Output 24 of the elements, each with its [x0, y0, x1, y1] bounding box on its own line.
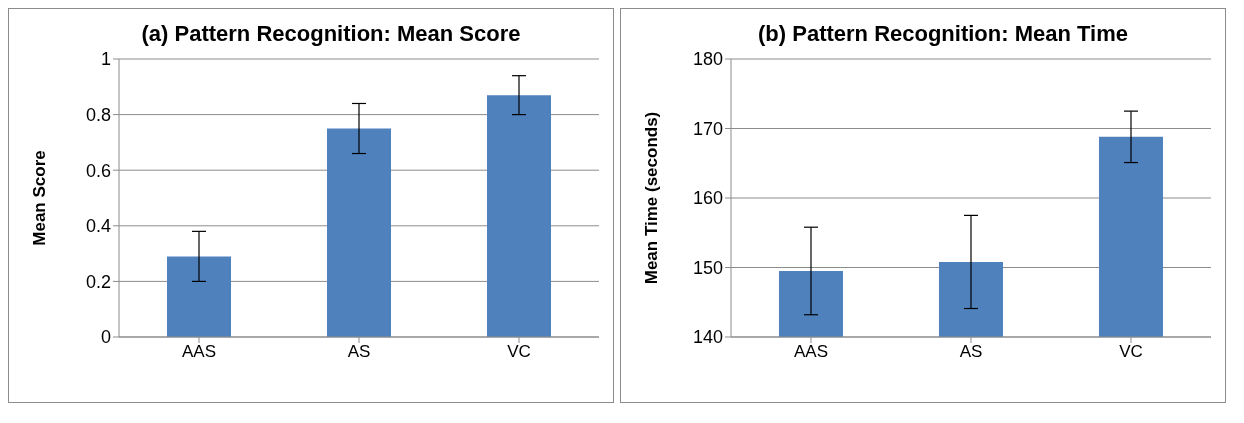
x-tick-label: VC	[507, 342, 531, 362]
y-tick-label: 180	[692, 49, 723, 70]
x-tick-label: VC	[1119, 342, 1143, 362]
x-tick-label: AS	[347, 342, 371, 362]
bar	[167, 256, 231, 337]
y-tick-label: 160	[692, 188, 723, 209]
y-tick-label: 0.4	[85, 216, 111, 237]
chart-title: (a) Pattern Recognition: Mean Score	[140, 21, 522, 47]
y-axis-title: Mean Score	[30, 150, 50, 246]
y-tick-label: 140	[692, 327, 723, 348]
x-tick-label: AAS	[181, 342, 217, 362]
y-tick-label: 150	[692, 257, 723, 278]
x-tick-label: AAS	[793, 342, 829, 362]
bar	[327, 128, 391, 337]
chart-title: (b) Pattern Recognition: Mean Time	[757, 21, 1129, 47]
y-tick-label: 0.8	[85, 104, 111, 125]
y-tick-label: 0	[100, 327, 111, 348]
y-tick-label: 170	[692, 118, 723, 139]
x-tick-label: AS	[959, 342, 983, 362]
y-tick-label: 1	[100, 49, 111, 70]
y-tick-label: 0.6	[85, 160, 111, 181]
y-tick-label: 0.2	[85, 271, 111, 292]
bar	[487, 95, 551, 337]
y-axis-title: Mean Time (seconds)	[642, 111, 662, 285]
